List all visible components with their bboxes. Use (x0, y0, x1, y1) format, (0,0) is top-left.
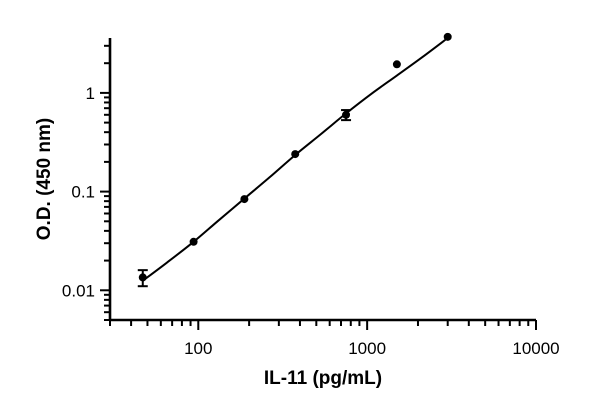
x-ticks: 100 1000 10000 (109, 320, 560, 358)
data-point (189, 237, 198, 246)
axes (108, 38, 536, 322)
data-point (291, 150, 300, 159)
fit-curve (142, 37, 449, 282)
data-point (240, 195, 249, 204)
data-point (138, 273, 147, 282)
y-ticks: 0.01 0.1 1 (62, 44, 110, 321)
x-tick-label: 1000 (348, 339, 386, 358)
y-tick-label: 1 (86, 84, 95, 103)
x-axis-label: IL-11 (pg/mL) (264, 368, 382, 389)
data-points (138, 32, 452, 282)
y-tick-label: 0.1 (71, 183, 95, 202)
x-tick-label: 100 (184, 339, 212, 358)
y-tick-label: 0.01 (62, 281, 95, 300)
data-point (342, 110, 351, 119)
y-axis-label: O.D. (450 nm) (34, 118, 55, 240)
x-tick-label: 10000 (512, 339, 559, 358)
data-point (392, 60, 401, 69)
data-point (443, 32, 452, 41)
